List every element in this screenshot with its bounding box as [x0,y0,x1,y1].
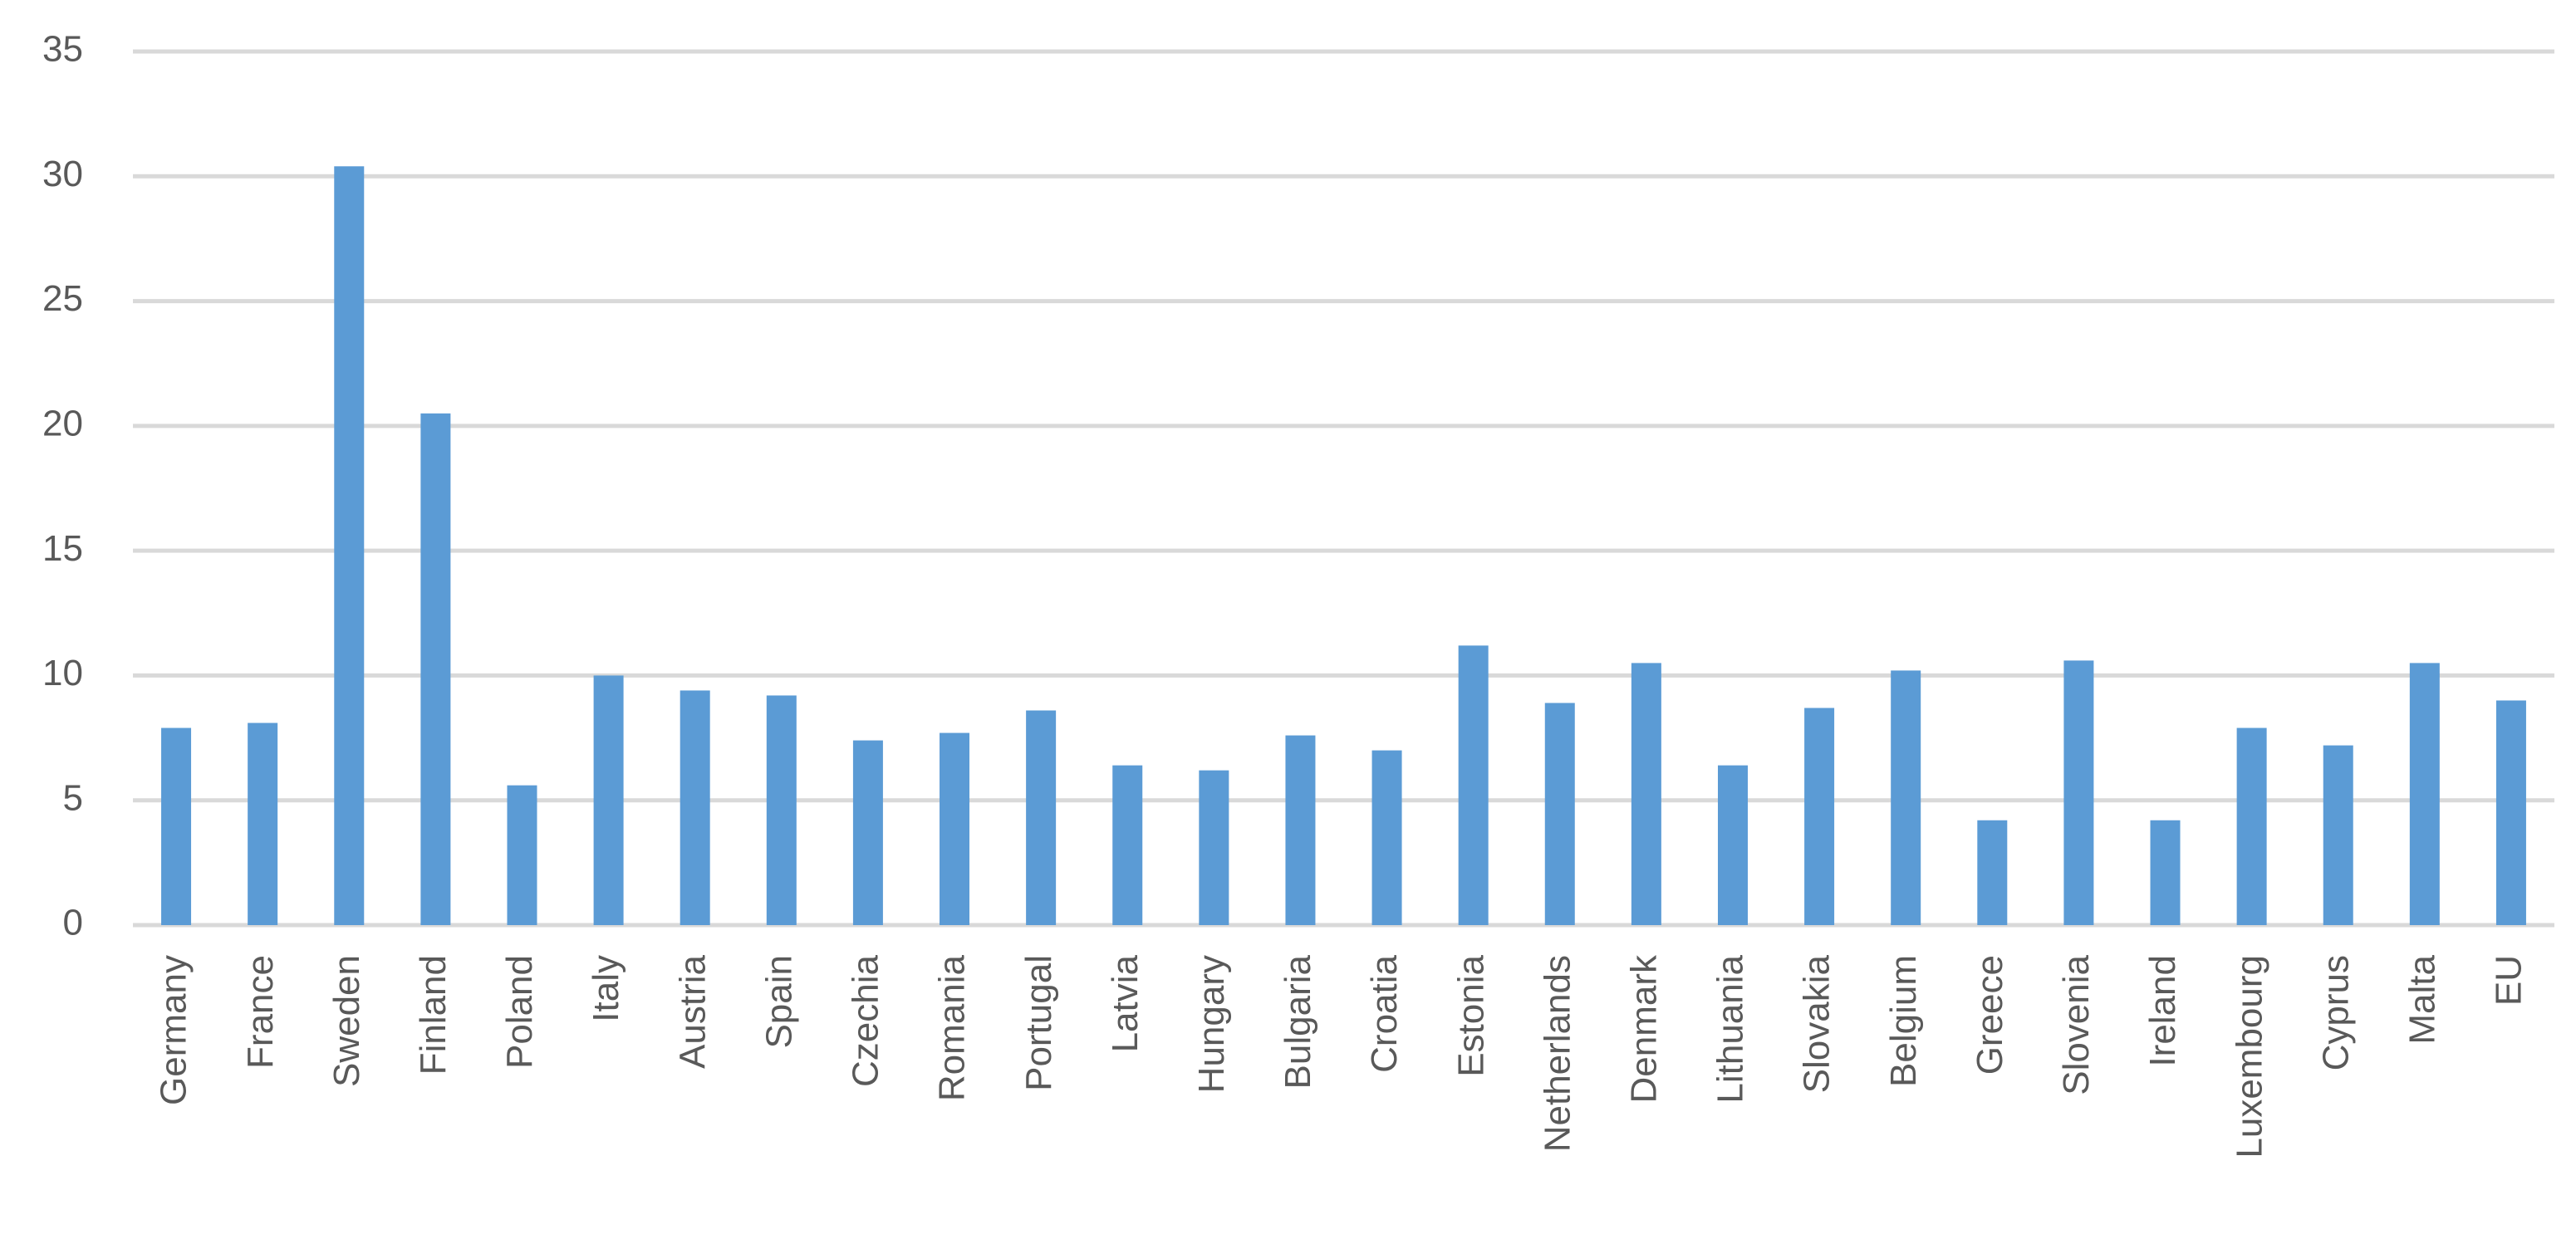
y-tick-label: 0 [63,903,83,943]
x-tick-label: Hungary [1191,955,1232,1093]
y-tick-label: 5 [63,777,83,818]
x-tick-label: Belgium [1883,955,1924,1087]
bar [1371,750,1402,925]
x-tick-label: Spain [758,955,799,1049]
bar [680,690,710,925]
x-tick-label: Poland [499,955,540,1069]
bar [2236,727,2267,925]
x-tick-label: Slovakia [1797,954,1838,1093]
x-tick-label: Netherlands [1537,955,1577,1152]
y-tick-label: 30 [42,154,83,194]
x-tick-label: Estonia [1450,954,1491,1076]
bar [766,695,797,925]
bar [2063,660,2094,925]
bar [248,722,278,925]
x-tick-label: EU [2489,955,2529,1006]
x-tick-label: Bulgaria [1278,954,1318,1089]
bar [1458,645,1489,925]
bar [420,413,451,925]
x-tick-label: Malta [2402,954,2442,1044]
x-tick-label: Luxembourg [2229,955,2269,1158]
bar [852,740,883,925]
x-tick-label: Finland [413,955,454,1075]
x-tick-label: Czechia [846,954,886,1086]
bar [1977,820,2008,925]
bar [1631,663,1661,925]
x-tick-label: Slovenia [2056,954,2097,1095]
bar [161,727,192,925]
bar [1199,770,1229,925]
bar [507,785,537,925]
bar [2150,820,2181,925]
x-tick-label: Croatia [1364,954,1405,1072]
bar [2495,700,2526,925]
bar [1891,670,1921,925]
y-tick-label: 25 [42,278,83,319]
x-tick-label: Latvia [1105,954,1146,1052]
x-tick-label: Germany [154,955,194,1105]
bar [1285,735,1316,925]
x-tick-label: Sweden [326,955,367,1087]
x-tick-label: Lithuania [1710,954,1751,1103]
x-tick-label: Denmark [1624,954,1665,1103]
bar [593,675,624,925]
y-tick-label: 15 [42,528,83,569]
y-tick-label: 35 [42,29,83,70]
bar [1112,765,1143,925]
x-tick-label: Greece [1970,955,2010,1075]
y-tick-label: 10 [42,653,83,693]
bar [1717,765,1748,925]
bar [1804,708,1835,925]
x-tick-label: France [240,955,281,1069]
bar [334,166,365,925]
bar [2323,745,2353,925]
x-tick-label: Ireland [2142,955,2183,1067]
x-tick-label: Italy [586,955,626,1022]
x-tick-label: Romania [932,954,973,1101]
bar [2409,663,2440,925]
x-tick-label: Austria [672,954,713,1068]
bar [940,732,970,925]
x-tick-label: Portugal [1018,955,1059,1091]
x-tick-label: Cyprus [2315,955,2356,1070]
bar [1026,710,1057,925]
bar [1544,703,1575,925]
y-tick-label: 20 [42,403,83,443]
